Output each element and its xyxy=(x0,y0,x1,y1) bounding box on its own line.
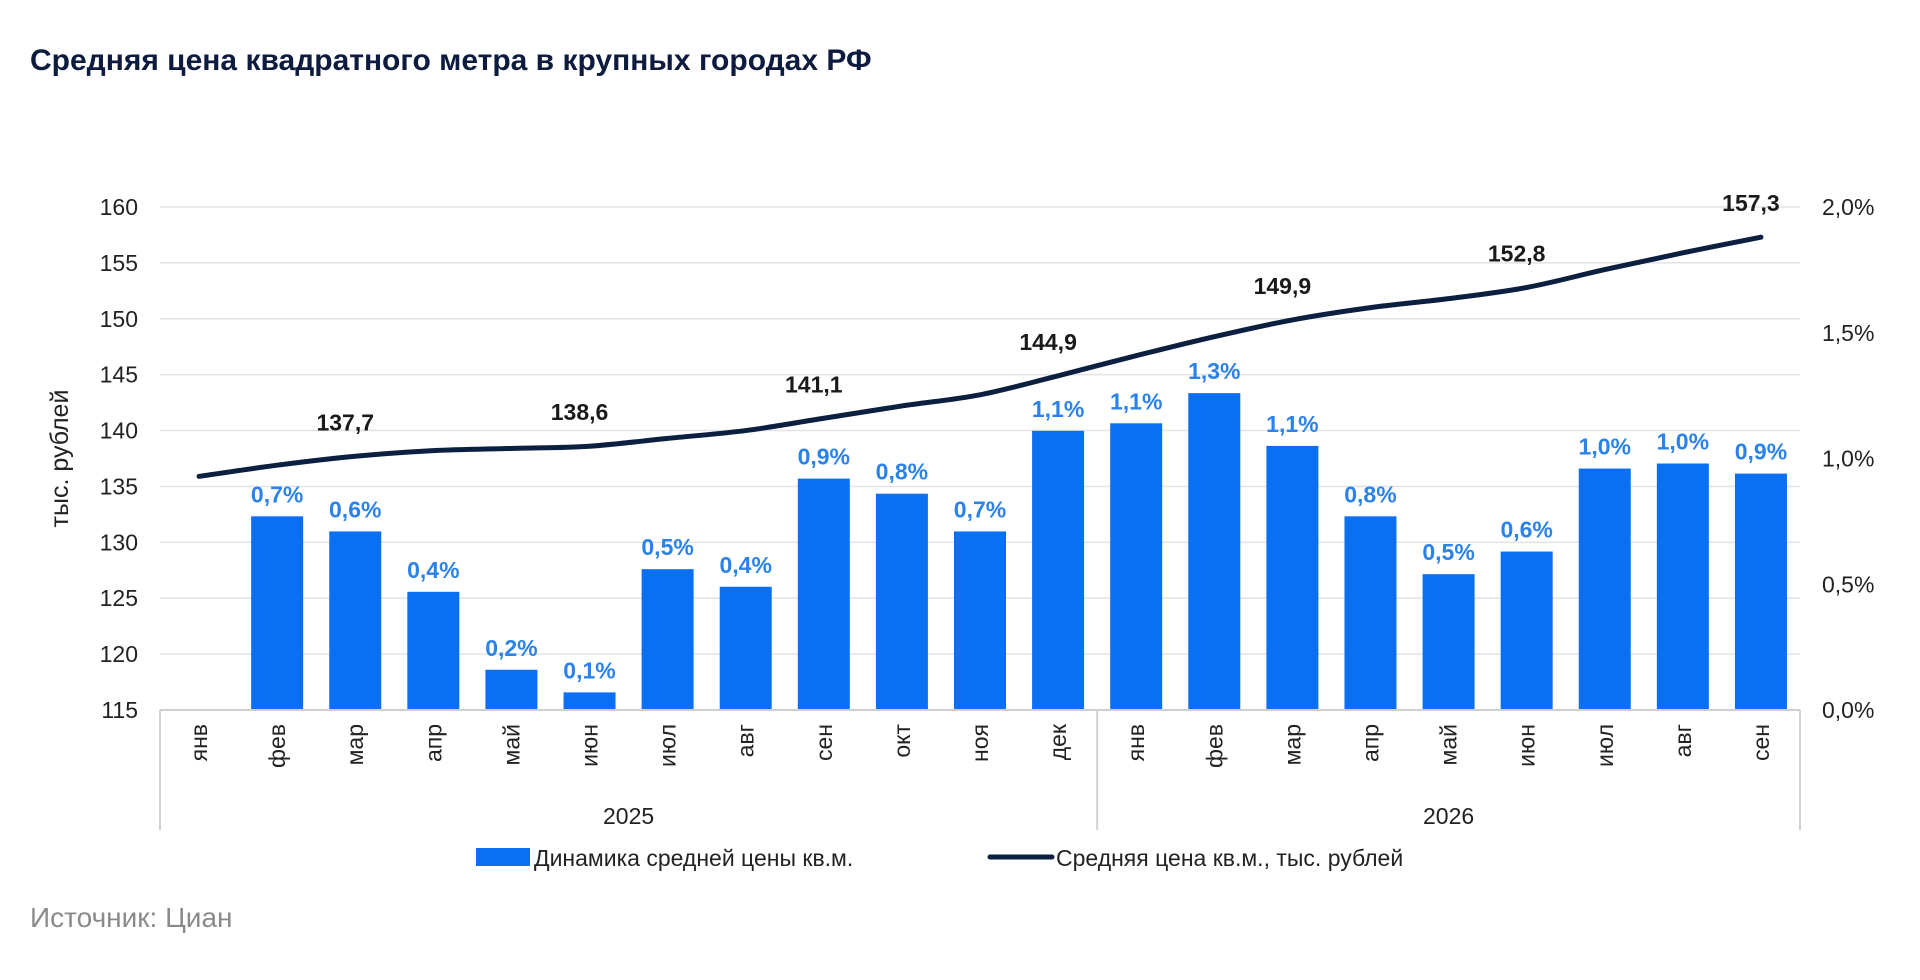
x-tick-label: мар xyxy=(1279,724,1305,765)
bar-value-label: 1,1% xyxy=(1110,388,1162,414)
legend-bar-label: Динамика средней цены кв.м. xyxy=(534,845,853,871)
bar xyxy=(797,478,850,710)
y-tick-label: 155 xyxy=(100,250,138,276)
x-tick-label: ноя xyxy=(967,724,993,762)
x-tick-label: янв xyxy=(1123,724,1149,761)
bar xyxy=(329,531,382,710)
line-value-label: 149,9 xyxy=(1254,273,1312,299)
bar-value-label: 1,0% xyxy=(1657,429,1709,455)
legend: Динамика средней цены кв.м. Средняя цена … xyxy=(476,845,1403,871)
year-label: 2026 xyxy=(1423,803,1474,829)
x-tick-label: окт xyxy=(889,724,915,758)
x-tick-label: июн xyxy=(1514,724,1540,767)
bar xyxy=(1422,574,1475,710)
bar-value-label: 1,3% xyxy=(1188,358,1240,384)
bar xyxy=(407,591,460,710)
x-tick-label: янв xyxy=(186,724,212,761)
price-line xyxy=(196,234,1764,479)
bar-value-label: 0,7% xyxy=(954,496,1006,522)
bar xyxy=(875,493,928,710)
bar-value-label: 1,1% xyxy=(1032,396,1084,422)
legend-line-label: Средняя цена кв.м., тыс. рублей xyxy=(1056,845,1403,871)
bar xyxy=(1578,468,1631,710)
y2-tick-label: 1,5% xyxy=(1822,320,1874,346)
bar-series xyxy=(251,393,1787,710)
y2-tick-label: 0,0% xyxy=(1822,697,1874,723)
y-tick-label: 135 xyxy=(100,473,138,499)
bar xyxy=(485,669,538,710)
x-tick-label: дек xyxy=(1045,723,1071,760)
y-tick-label: 160 xyxy=(100,194,138,220)
y-tick-label: 150 xyxy=(100,306,138,332)
bar xyxy=(1500,551,1553,710)
year-label: 2025 xyxy=(603,803,654,829)
bar-value-label: 0,5% xyxy=(641,534,693,560)
x-tick-label: мар xyxy=(342,724,368,765)
bar-value-label: 0,4% xyxy=(719,552,771,578)
bar-value-label: 0,6% xyxy=(329,496,381,522)
x-tick-label: июл xyxy=(655,724,681,767)
x-tick-label: май xyxy=(498,724,524,765)
bar xyxy=(1188,393,1241,710)
bar xyxy=(1266,445,1319,710)
y-tick-label: 140 xyxy=(100,418,138,444)
bar-value-label: 0,8% xyxy=(1344,481,1396,507)
y-tick-label: 115 xyxy=(101,697,138,723)
y-tick-label: 145 xyxy=(100,362,138,388)
bar xyxy=(1656,463,1709,710)
x-tick-label: апр xyxy=(420,724,446,762)
y2-tick-label: 2,0% xyxy=(1822,194,1874,220)
bar-value-label: 0,9% xyxy=(1735,439,1787,465)
x-tick-label: фев xyxy=(1201,724,1227,768)
x-tick-label: сен xyxy=(1748,724,1774,761)
chart-title: Средняя цена квадратного метра в крупных… xyxy=(30,44,872,77)
bar xyxy=(719,586,772,710)
y-tick-label: 130 xyxy=(100,529,138,555)
bar-value-label: 1,1% xyxy=(1266,411,1318,437)
line-value-label: 138,6 xyxy=(551,399,609,425)
bar xyxy=(641,569,694,710)
bar xyxy=(954,531,1006,710)
line-value-label: 152,8 xyxy=(1488,240,1546,266)
line-series xyxy=(196,234,1764,479)
y-axis-label: тыс. рублей xyxy=(46,390,74,528)
x-tick-label: июл xyxy=(1592,724,1618,767)
bar-value-label: 0,9% xyxy=(798,444,850,470)
bar xyxy=(563,692,616,710)
bar xyxy=(1110,423,1163,710)
bar xyxy=(1734,473,1787,710)
x-tick-label: авг xyxy=(733,724,759,757)
x-tick-label: авг xyxy=(1670,724,1696,757)
y-tick-label: 120 xyxy=(100,641,138,667)
bar-value-label: 0,4% xyxy=(407,557,459,583)
x-tick-label: фев xyxy=(264,724,290,768)
x-tick-label: июн xyxy=(577,724,603,767)
axes: 115 120 125 130 135 140 145 150 155 160 0,0% 0,5% 1,… xyxy=(46,194,1874,830)
y-tick-label: 125 xyxy=(100,585,138,611)
bar xyxy=(251,516,304,710)
line-value-label: 157,3 xyxy=(1722,190,1780,216)
line-value-label: 144,9 xyxy=(1019,329,1077,355)
x-tick-label: май xyxy=(1436,724,1462,765)
x-tick-label: сен xyxy=(811,724,837,761)
y2-tick-label: 0,5% xyxy=(1822,571,1874,597)
chart: 0,7% 0,6% 0,4% 0,2% 0,1% 0,5% 0,4% 0,9% 0,8% 0,7%… xyxy=(46,190,1874,871)
x-tick-label: апр xyxy=(1357,724,1383,762)
data-labels: 0,7% 0,6% 0,4% 0,2% 0,1% 0,5% 0,4% 0,9% 0,8% 0,7%… xyxy=(251,190,1787,683)
bar-value-label: 0,1% xyxy=(563,657,615,683)
line-value-label: 141,1 xyxy=(785,371,843,397)
bar xyxy=(1344,516,1397,710)
line-value-label: 137,7 xyxy=(316,409,374,435)
source-note: Источник: Циан xyxy=(30,902,233,933)
bar-value-label: 0,7% xyxy=(251,481,303,507)
bar-value-label: 1,0% xyxy=(1579,434,1631,460)
bar-value-label: 0,2% xyxy=(485,635,537,661)
legend-bar-swatch xyxy=(476,848,530,866)
y2-tick-label: 1,0% xyxy=(1822,446,1874,472)
bar-value-label: 0,8% xyxy=(876,459,928,485)
bar-value-label: 0,5% xyxy=(1422,539,1474,565)
bar-value-label: 0,6% xyxy=(1500,517,1552,543)
bar xyxy=(1032,430,1085,710)
